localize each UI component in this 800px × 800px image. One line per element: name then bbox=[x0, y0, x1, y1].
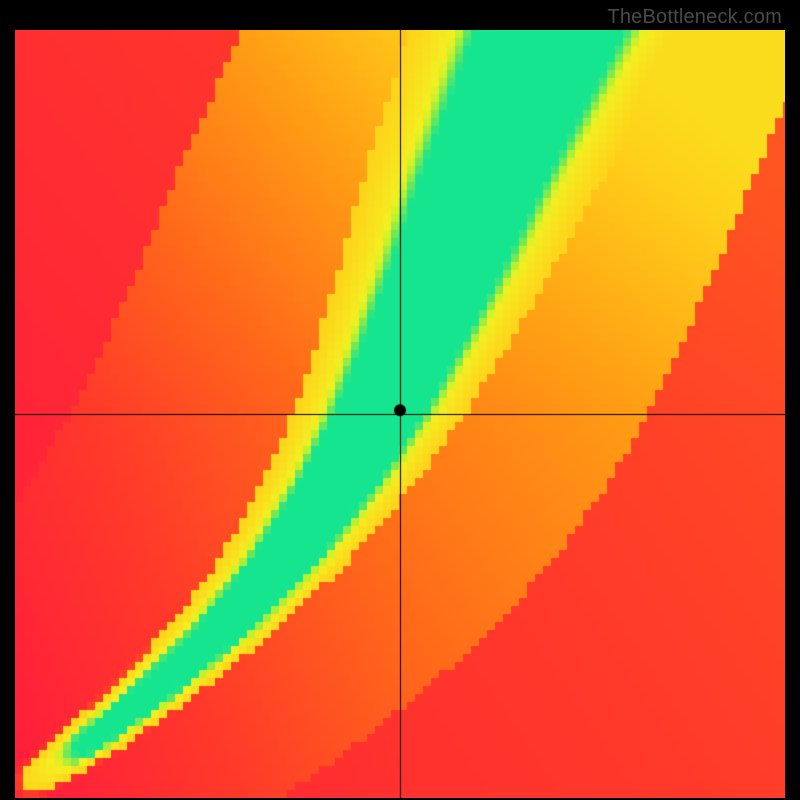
chart-container: { "watermark": { "text": "TheBottleneck.… bbox=[0, 0, 800, 800]
watermark-text: TheBottleneck.com bbox=[607, 6, 782, 29]
heatmap-canvas bbox=[15, 30, 785, 798]
